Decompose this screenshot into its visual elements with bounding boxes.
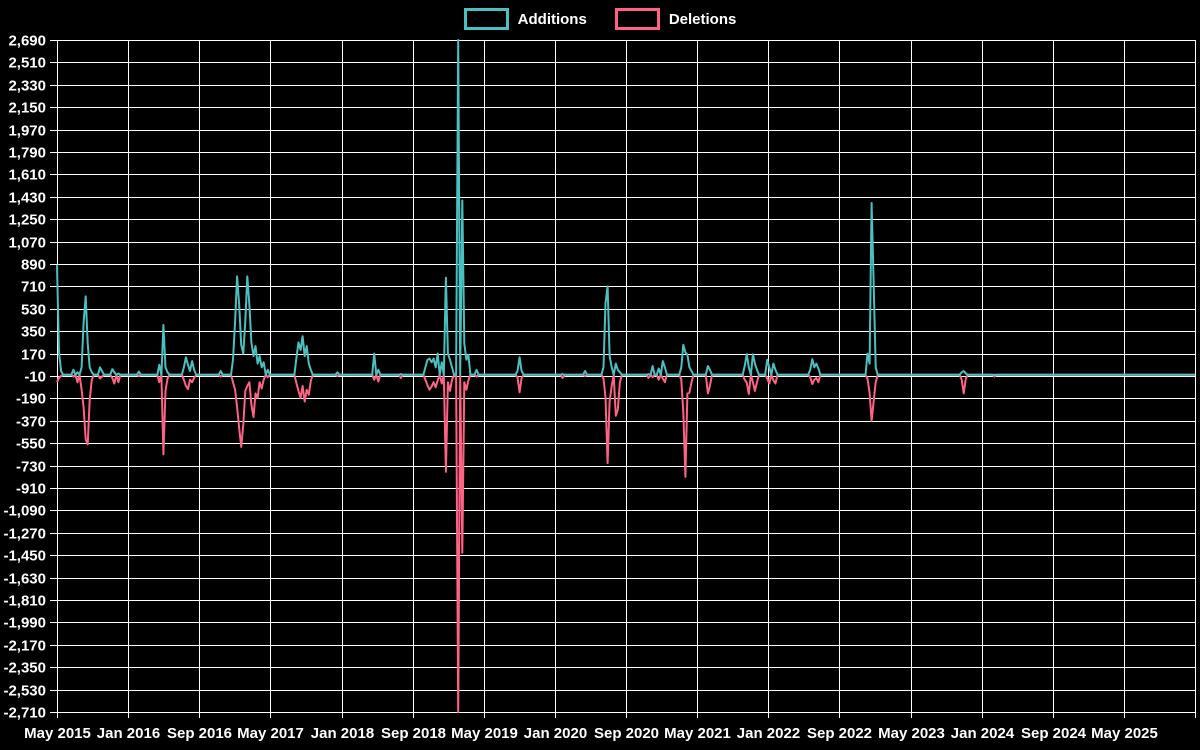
y-axis-label: 2,690 — [8, 33, 46, 50]
additions-line — [56, 39, 1195, 376]
additions-legend-label: Additions — [517, 10, 587, 28]
x-axis-label: May 2021 — [664, 725, 731, 742]
x-axis-label: Jan 2016 — [97, 725, 160, 742]
y-axis-label: 710 — [21, 279, 46, 296]
y-axis-label: -190 — [16, 391, 46, 408]
y-axis-label: 2,330 — [8, 78, 46, 95]
y-axis-label: -2,350 — [3, 660, 46, 677]
x-axis-label: Jan 2024 — [951, 725, 1015, 742]
y-axis-label: -10 — [24, 369, 46, 386]
x-axis-label: Sep 2018 — [381, 725, 446, 742]
y-axis-label: -370 — [16, 414, 46, 431]
x-axis-label: May 2023 — [878, 725, 945, 742]
y-axis-label: -1,090 — [3, 503, 46, 520]
deletions-swatch-icon — [614, 8, 660, 30]
y-axis-labels: 2,690 2,510 2,330 2,150 1,970 1,790 1,610 1,430… — [3, 33, 46, 722]
y-axis-label: -1,270 — [3, 526, 46, 543]
x-axis-label: May 2017 — [237, 725, 304, 742]
x-axis-label: Sep 2020 — [594, 725, 659, 742]
y-axis-label: -1,630 — [3, 571, 46, 588]
y-axis-label: -730 — [16, 459, 46, 476]
additions-swatch-icon — [463, 8, 509, 30]
x-axis-label: May 2025 — [1091, 725, 1158, 742]
chart-legend: Additions Deletions — [0, 8, 1200, 30]
y-axis-label: -2,170 — [3, 638, 46, 655]
y-axis-label: 2,150 — [8, 100, 46, 117]
x-axis-label: Sep 2024 — [1021, 725, 1087, 742]
y-axis-label: -1,450 — [3, 548, 46, 565]
y-axis-label: -1,810 — [3, 593, 46, 610]
legend-item-additions[interactable]: Additions — [463, 8, 587, 30]
y-axis-label: 530 — [21, 302, 46, 319]
x-axis-label: Sep 2016 — [167, 725, 232, 742]
x-axis-label: Jan 2018 — [311, 725, 374, 742]
x-axis-label: Jan 2020 — [524, 725, 587, 742]
y-axis-label: 1,070 — [8, 235, 46, 252]
y-axis-label: -2,530 — [3, 683, 46, 700]
y-axis-label: 350 — [21, 324, 46, 341]
y-axis-label: -550 — [16, 436, 46, 453]
x-axis-label: May 2019 — [451, 725, 518, 742]
deletions-legend-label: Deletions — [668, 10, 737, 28]
y-axis-label: 1,250 — [8, 212, 46, 229]
y-axis-label: 1,430 — [8, 190, 46, 207]
legend-item-deletions[interactable]: Deletions — [614, 8, 737, 30]
y-axis-label: 1,970 — [8, 123, 46, 140]
y-axis-label: 890 — [21, 257, 46, 274]
y-axis-label: 170 — [21, 347, 46, 364]
y-axis-label: 1,790 — [8, 145, 46, 162]
gridlines — [50, 40, 1196, 718]
x-axis-label: Jan 2022 — [737, 725, 800, 742]
y-axis-label: 2,510 — [8, 55, 46, 72]
x-axis-labels: May 2015 Jan 2016 Sep 2016 May 2017 Jan 2018… — [24, 725, 1158, 742]
x-axis-label: May 2015 — [24, 725, 91, 742]
y-axis-label: -910 — [16, 481, 46, 498]
x-axis-label: Sep 2022 — [807, 725, 872, 742]
y-axis-label: 1,610 — [8, 167, 46, 184]
y-axis-label: -2,710 — [3, 705, 46, 722]
y-axis-label: -1,990 — [3, 615, 46, 632]
